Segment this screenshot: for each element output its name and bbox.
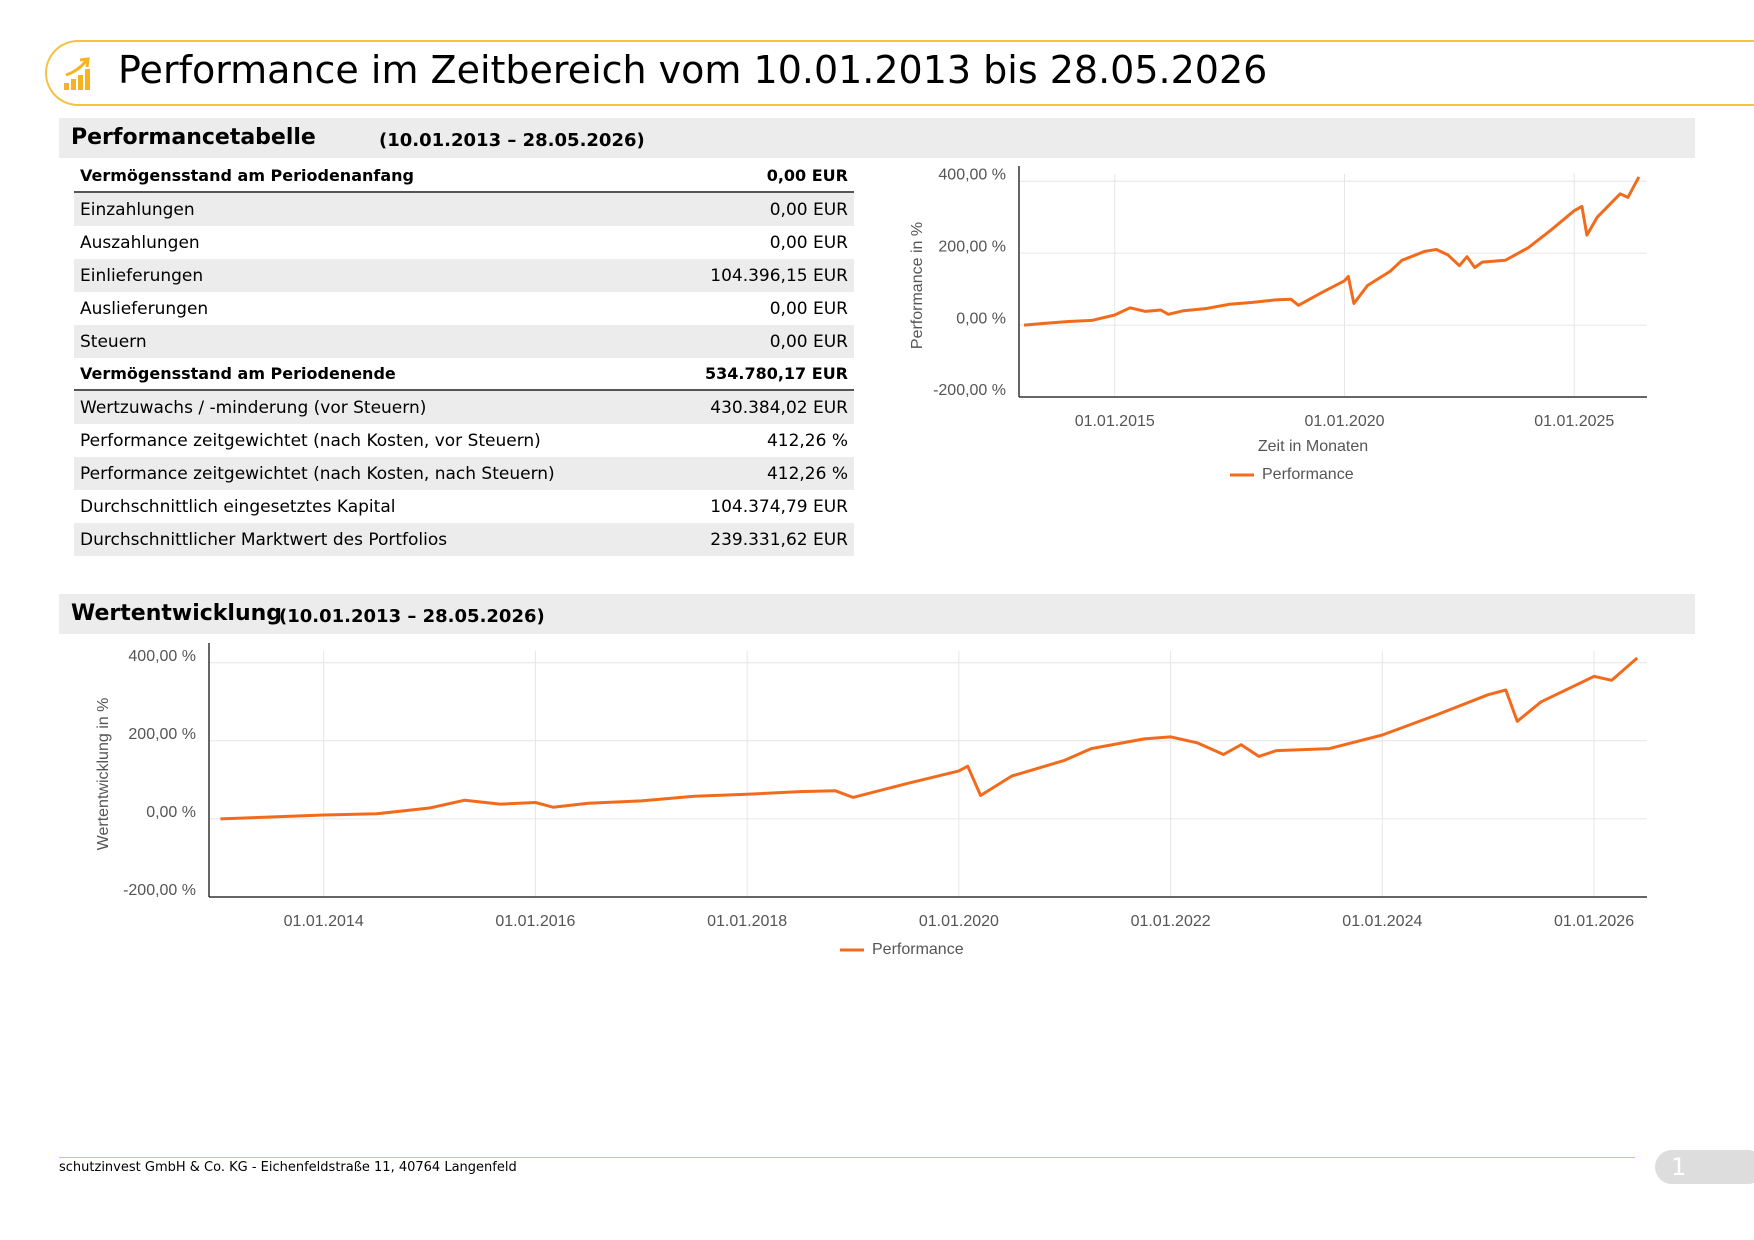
table-row: Einzahlungen 0,00 EUR (74, 192, 854, 226)
table-row: Durchschnittlich eingesetztes Kapital 104… (74, 490, 854, 523)
cell-label: Steuern (74, 325, 666, 358)
x-tick-label: 01.01.2020 (919, 913, 999, 930)
cell-label: Einzahlungen (74, 192, 666, 226)
cell-label: Performance zeitgewichtet (nach Kosten, … (80, 430, 541, 451)
cell-label: Auszahlungen (80, 232, 200, 253)
x-tick-label: 01.01.2020 (1304, 413, 1384, 430)
y-tick-label: 200,00 % (128, 726, 196, 743)
x-tick-label: 01.01.2025 (1534, 413, 1614, 430)
x-tick-label: 01.01.2015 (1075, 413, 1155, 430)
cell-value: 534.780,17 EUR (665, 358, 854, 391)
y-tick-label: 0,00 % (956, 310, 1006, 327)
cell-value: 412,26 % (766, 430, 848, 451)
cell-value: 104.374,79 EUR (710, 496, 848, 517)
cell-value: 0,00 EUR (665, 160, 854, 193)
table-row: Vermögensstand am Periodenende 534.780,17… (74, 358, 854, 391)
x-axis-label: Zeit in Monaten (1258, 438, 1368, 455)
x-tick-label: 01.01.2016 (495, 913, 575, 930)
section-period: (10.01.2013 – 28.05.2026) (379, 130, 645, 151)
cell-label: Vermögensstand am Periodenanfang (74, 160, 666, 193)
icon (64, 57, 90, 90)
table-row: Durchschnittlicher Marktwert des Portfol… (74, 523, 854, 556)
cell-label: Einlieferungen (74, 259, 666, 292)
cell-value: 0,00 EUR (665, 325, 854, 358)
page-title: Performance im Zeitbereich vom 10.01.201… (118, 48, 1268, 92)
x-tick-label: 01.01.2022 (1131, 913, 1211, 930)
legend-label: Performance (1262, 466, 1354, 483)
y-tick-label: 400,00 % (938, 166, 1006, 183)
table-row: Steuern 0,00 EUR (74, 325, 854, 358)
y-tick-label: 200,00 % (938, 238, 1006, 255)
table-row: Performance zeitgewichtet (nach Kosten, … (74, 424, 854, 457)
cell-value: 430.384,02 EUR (665, 390, 854, 424)
y-axis-label: Performance in % (909, 222, 926, 349)
y-tick-label: -200,00 % (933, 382, 1006, 399)
section-title: Performancetabelle (71, 125, 316, 150)
cell-label: Performance zeitgewichtet (nach Kosten, … (74, 457, 666, 490)
performance-table: Vermögensstand am Periodenanfang 0,00 EUR… (74, 160, 854, 556)
x-tick-label: 01.01.2024 (1342, 913, 1422, 930)
y-axis-label: Wertentwicklung in % (95, 698, 112, 851)
cell-value: 0,00 EUR (769, 298, 848, 319)
legend-label: Performance (872, 941, 964, 958)
section-bar: Wertentwicklung (10.01.2013 – 28.05.2026… (59, 594, 1695, 634)
line (220, 656, 1639, 821)
x-tick-label: 01.01.2018 (707, 913, 787, 930)
cell-label: Auslieferungen (80, 298, 209, 319)
table-row: Einlieferungen 104.396,15 EUR (74, 259, 854, 292)
cell-value: 0,00 EUR (665, 192, 854, 226)
cell-label: Wertzuwachs / -minderung (vor Steuern) (74, 390, 666, 424)
table-row: Vermögensstand am Periodenanfang 0,00 EUR (74, 160, 854, 193)
cell-label: Durchschnittlicher Marktwert des Portfol… (74, 523, 666, 556)
page-number: 1 (1655, 1150, 1754, 1184)
footer-line (59, 1157, 1635, 1158)
table-row: Performance zeitgewichtet (nach Kosten, … (74, 457, 854, 490)
chart: -200,00 % 0,00 % 200,00 % 400,00 % 01.01.201… (909, 166, 1647, 483)
cell-value: 0,00 EUR (769, 232, 848, 253)
cell-value: 412,26 % (665, 457, 854, 490)
table-row: Wertzuwachs / -minderung (vor Steuern) 43… (74, 390, 854, 424)
table-row: Auslieferungen 0,00 EUR (74, 292, 854, 325)
y-tick-label: 400,00 % (128, 648, 196, 665)
section-bar: Performancetabelle (10.01.2013 – 28.05.2… (59, 118, 1695, 158)
header-box (45, 40, 1754, 106)
section-title: Wertentwicklung (71, 601, 283, 626)
y-tick-label: -200,00 % (123, 882, 196, 899)
cell-value: 104.396,15 EUR (665, 259, 854, 292)
table-row: Auszahlungen 0,00 EUR (74, 226, 854, 259)
x-tick-label: 01.01.2026 (1554, 913, 1634, 930)
cell-value: 239.331,62 EUR (665, 523, 854, 556)
line (1023, 176, 1641, 327)
y-tick-label: 0,00 % (146, 804, 196, 821)
chart: -200,00 % 0,00 % 200,00 % 400,00 % 01.01.201… (95, 643, 1647, 958)
x-tick-label: 01.01.2014 (284, 913, 364, 930)
cell-label: Vermögensstand am Periodenende (74, 358, 666, 391)
footer-text: schutzinvest GmbH & Co. KG - Eichenfelds… (59, 1160, 517, 1175)
section-period: (10.01.2013 – 28.05.2026) (279, 606, 545, 627)
cell-label: Durchschnittlich eingesetztes Kapital (80, 496, 396, 517)
